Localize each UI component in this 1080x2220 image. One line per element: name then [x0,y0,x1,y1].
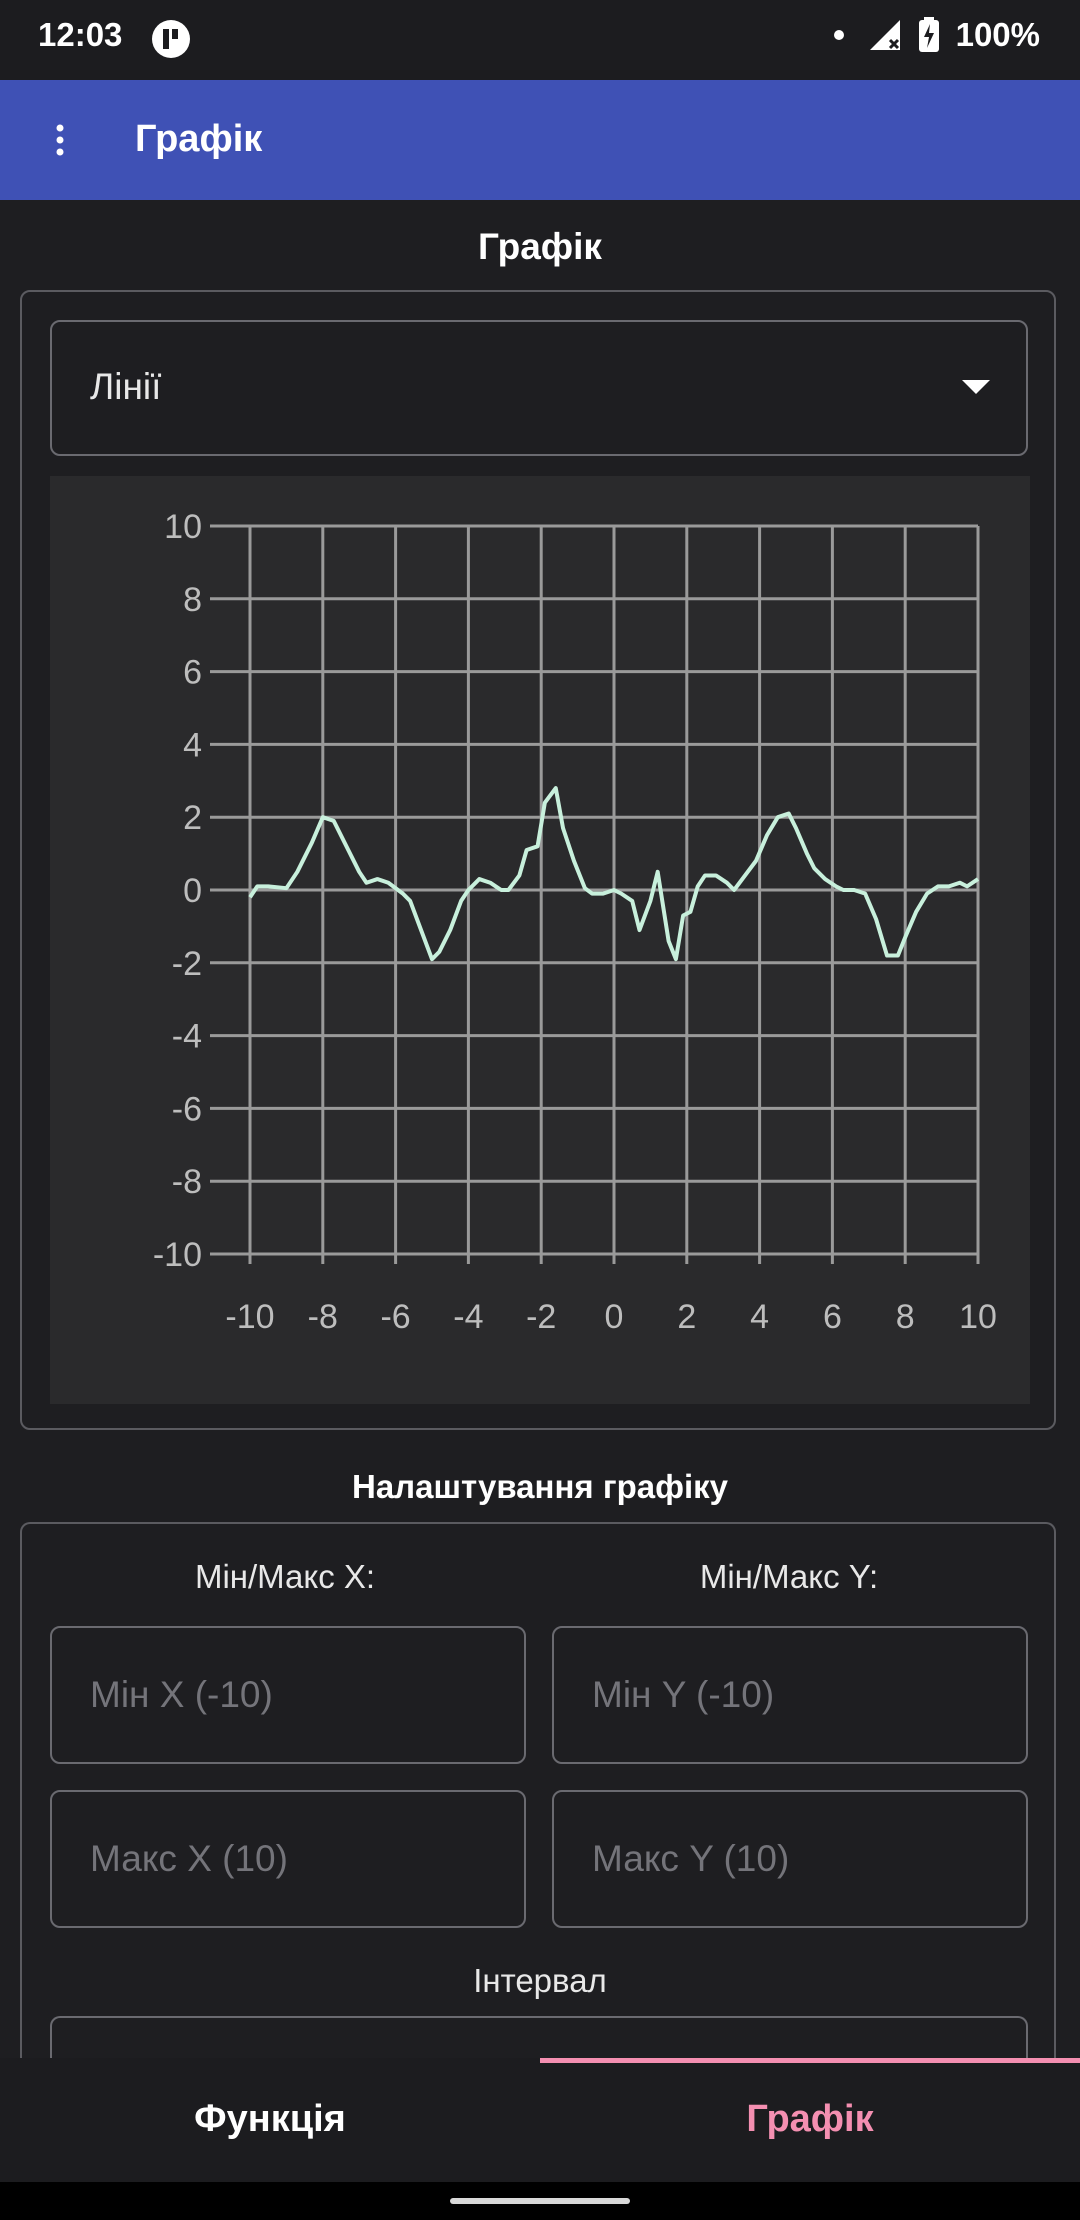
x-tick-label: -6 [380,1298,410,1336]
chart-type-dropdown[interactable]: Лінії [50,320,1028,456]
max-y-input[interactable] [552,1790,1028,1928]
y-tick-label: -2 [172,945,202,983]
status-time: 12:03 [38,16,123,53]
dropdown-arrow-icon [962,380,990,394]
gesture-bar [0,2182,1080,2220]
app-bar-title: Графік [135,118,263,160]
tab-graph-label: Графік [746,2098,874,2140]
chart-section-title: Графік [478,226,602,267]
settings-title: Налаштування графіку [351,1468,728,1505]
bottom-navigation: Функція Графік [0,2058,1080,2182]
status-icons: 100% [833,16,1040,54]
app-notification-icon [152,20,190,58]
y-tick-label: -8 [172,1163,202,1201]
home-gesture-handle[interactable] [450,2198,630,2204]
x-tick-label: -8 [308,1298,338,1336]
tab-graph[interactable]: Графік [540,2058,1080,2182]
battery-charging-icon [918,17,939,52]
signal-icon [869,20,900,50]
x-tick-label: -4 [453,1298,483,1336]
line-chart: -10 -8 -6 -4 -2 0 2 4 6 8 10 -10 -8 -6 -4 -2 0 2 4 6 8 10 [153,508,997,1336]
status-bar: 12:03 100% [0,0,1080,80]
battery-percent: 100% [955,16,1040,53]
y-tick-label: 8 [183,581,202,619]
x-tick-label: 0 [605,1298,624,1336]
settings-card [20,1522,1056,2082]
y-tick-label: 4 [183,726,202,764]
x-tick-label: 8 [896,1298,915,1336]
x-tick-label: 2 [677,1298,696,1336]
y-tick-label: -6 [172,1090,202,1128]
chart-card [20,290,1056,1430]
app-bar: Графік [0,80,1080,200]
minmax-x-label: Мін/Макс X: [194,1558,376,1595]
y-tick-label: 10 [164,508,202,546]
tab-function-label: Функція [194,2098,346,2140]
min-x-input[interactable] [50,1626,526,1764]
x-tick-label: 4 [750,1298,769,1336]
x-tick-label: 6 [823,1298,842,1336]
x-tick-label: 10 [959,1298,997,1336]
min-y-input[interactable] [552,1626,1028,1764]
series-line [248,786,980,962]
y-tick-label: -4 [172,1018,202,1056]
y-tick-label: -10 [153,1236,202,1274]
y-tick-label: 0 [183,872,202,910]
interval-label: Інтервал [473,1962,607,1999]
x-tick-label: -2 [526,1298,556,1336]
more-vert-icon[interactable] [42,120,82,160]
notification-dot-icon [833,30,844,40]
y-tick-label: 2 [183,799,202,837]
interval-input[interactable] [50,2016,1028,2096]
y-tick-label: 6 [183,654,202,692]
x-tick-label: -10 [225,1298,274,1336]
max-x-input[interactable] [50,1790,526,1928]
selected-tab-indicator [540,2058,1080,2063]
chart-type-value: Лінії [90,366,162,407]
minmax-y-label: Мін/Макс Y: [699,1558,879,1595]
tab-function[interactable]: Функція [0,2058,540,2182]
chart-area[interactable]: -10 -8 -6 -4 -2 0 2 4 6 8 10 -10 -8 -6 -4 -2 0 2 4 6 8 10 [50,476,1030,1404]
